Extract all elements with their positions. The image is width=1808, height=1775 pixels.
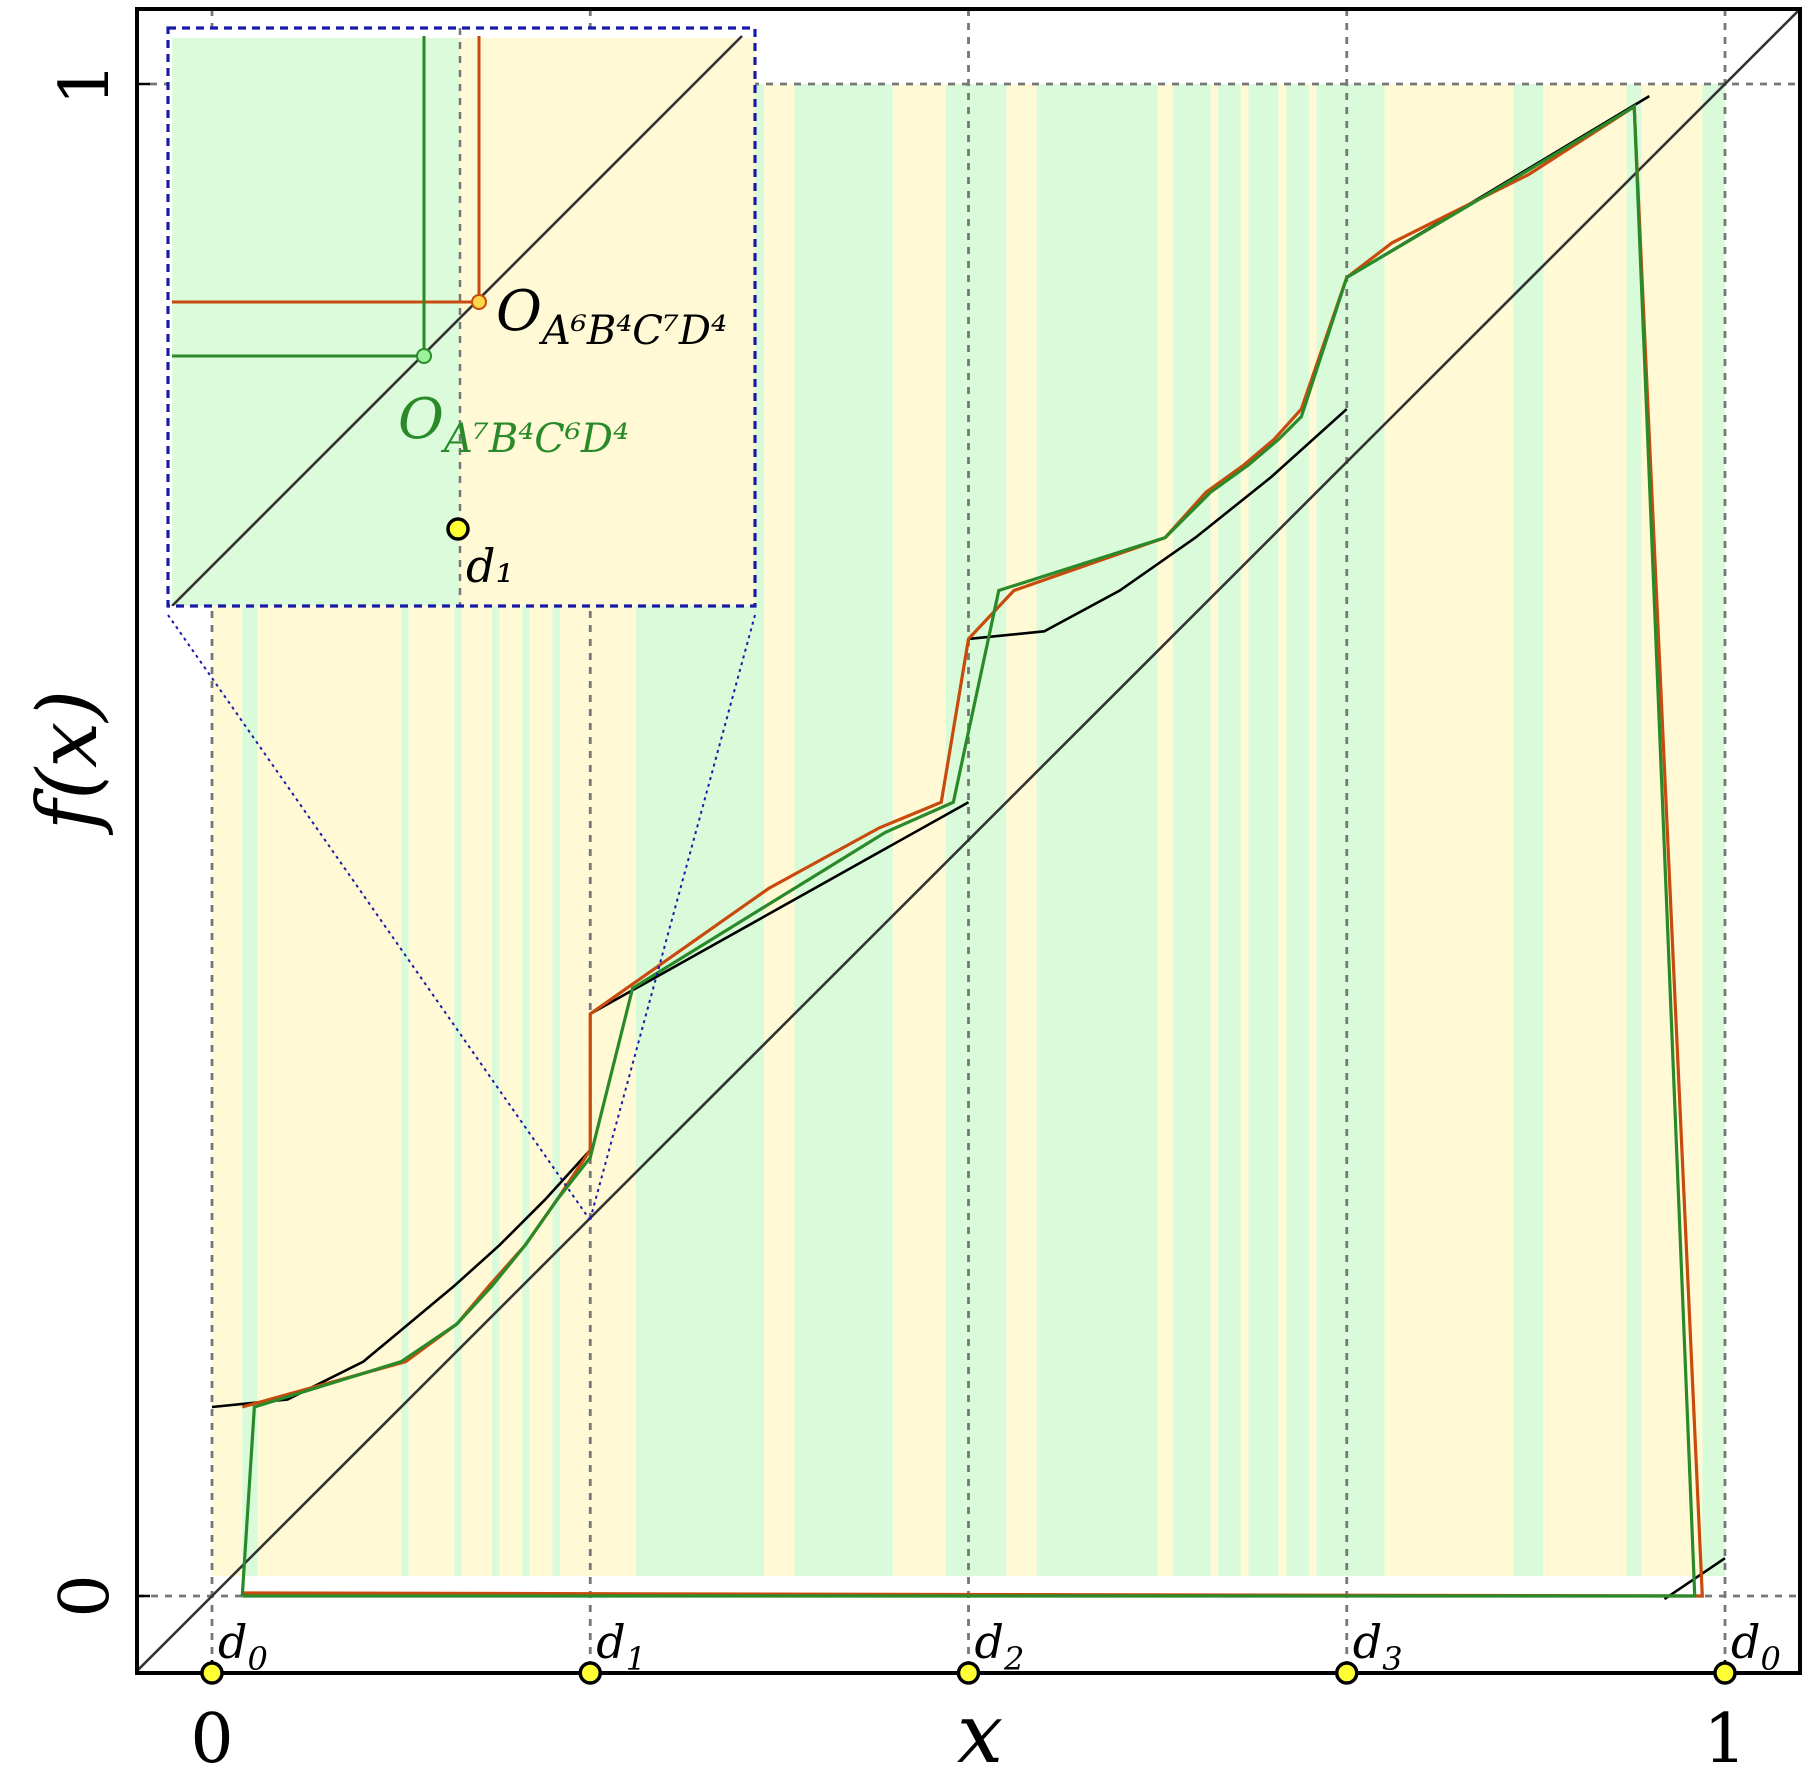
region-green-5 [454, 84, 462, 1576]
region-green-33 [1626, 84, 1642, 1576]
orbit-label-orange-main: O [496, 279, 542, 344]
orbit-label-orange-sub: A⁶B⁴C⁷D⁴ [538, 308, 727, 354]
region-yellow-22 [1210, 84, 1219, 1576]
region-green-25 [1248, 84, 1279, 1576]
region-green-11 [552, 84, 560, 1576]
region-yellow-28 [1308, 84, 1317, 1576]
y-axis-label: f(x) [21, 690, 116, 837]
cut-label-2: d2 [975, 1615, 1025, 1678]
inset-diagonal [171, 35, 743, 606]
region-yellow-14 [764, 84, 795, 1576]
region-yellow-20 [1157, 84, 1173, 1576]
region-green-35 [1702, 84, 1725, 1576]
y-tick-label-0: 0 [46, 1574, 125, 1617]
orbit-label-orange: OA⁶B⁴C⁷D⁴ [496, 279, 727, 354]
region-yellow-34 [1641, 84, 1703, 1576]
region-green-3 [401, 84, 409, 1576]
orbit-label-green-sub: A⁷B⁴C⁶D⁴ [440, 416, 629, 462]
region-green-9 [522, 84, 530, 1576]
region-yellow-32 [1543, 84, 1627, 1576]
x-tick-label-1: 1 [1703, 1700, 1746, 1775]
inset-orbit-orange-point [471, 294, 487, 310]
cut-marker-4 [1713, 1661, 1737, 1685]
region-green-7 [491, 84, 500, 1576]
region-green-21 [1172, 84, 1211, 1576]
orbit-A7B4C6D4 [240, 103, 1697, 1598]
region-yellow-26 [1278, 84, 1287, 1576]
region-green-17 [945, 84, 1007, 1576]
discontinuity-markers: d0 d1 d2 d3 d0 [200, 1615, 1781, 1685]
cut-label-4: d0 [1731, 1615, 1781, 1678]
region-green-19 [1036, 84, 1158, 1576]
cut-label-1: d1 [596, 1615, 646, 1678]
cut-marker-1 [578, 1661, 602, 1685]
region-green-23 [1218, 84, 1241, 1576]
map-branch-2 [968, 408, 1348, 641]
cut-label-0: d0 [218, 1615, 268, 1678]
orbits [240, 103, 1704, 1598]
y-tick-label-1: 1 [46, 62, 125, 105]
inset-cut-label: d₁ [466, 539, 514, 593]
cut-label-3: d3 [1353, 1615, 1403, 1678]
region-yellow-24 [1240, 84, 1249, 1576]
x-tick-label-0: 0 [190, 1700, 233, 1775]
orbit-label-green-main: O [398, 387, 444, 452]
inset-green-region [172, 38, 460, 606]
cut-marker-3 [1335, 1661, 1359, 1685]
zoom-inset: d₁ OA⁶B⁴C⁷D⁴ OA⁷B⁴C⁶D⁴ [166, 26, 757, 1221]
cut-marker-2 [956, 1661, 981, 1685]
region-yellow-18 [1006, 84, 1037, 1576]
cut-marker-0 [200, 1661, 224, 1685]
identity-diagonal [135, 7, 1802, 1673]
region-green-31 [1513, 84, 1544, 1576]
inset-yellow-region [460, 38, 755, 606]
inset-frame [166, 26, 757, 608]
region-yellow-30 [1384, 84, 1514, 1576]
orbit-label-green: OA⁷B⁴C⁶D⁴ [398, 387, 629, 462]
inset-orbit-green-point [416, 348, 432, 364]
region-green-27 [1286, 84, 1309, 1576]
x-axis-label: x [957, 1687, 1003, 1775]
x-ticks: 0 1 [190, 1660, 1747, 1775]
map-branch-1 [589, 801, 970, 1016]
inset-cut-marker [446, 517, 470, 541]
y-ticks: 0 1 [46, 62, 150, 1618]
region-green-29 [1316, 84, 1385, 1576]
